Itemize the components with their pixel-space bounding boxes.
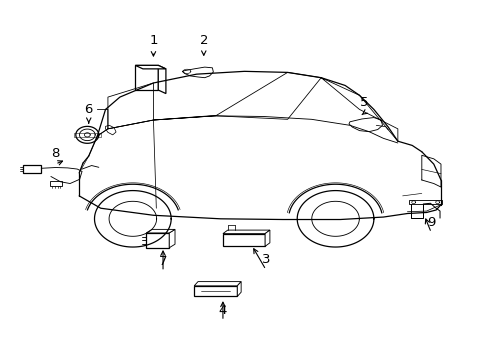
Polygon shape (408, 201, 442, 204)
Polygon shape (182, 67, 213, 78)
Polygon shape (50, 181, 62, 186)
Text: 1: 1 (149, 34, 157, 47)
Polygon shape (223, 234, 264, 246)
Text: 5: 5 (359, 96, 368, 109)
Polygon shape (169, 229, 175, 248)
Text: 9: 9 (427, 216, 435, 229)
Polygon shape (146, 229, 175, 233)
Text: 8: 8 (51, 147, 59, 160)
Text: 7: 7 (159, 255, 167, 267)
Text: 4: 4 (218, 304, 226, 317)
Text: 2: 2 (199, 34, 207, 47)
Polygon shape (223, 230, 269, 234)
Polygon shape (158, 66, 165, 94)
Polygon shape (105, 125, 116, 135)
Polygon shape (194, 286, 237, 296)
Polygon shape (264, 230, 269, 246)
Polygon shape (146, 233, 169, 248)
Polygon shape (135, 66, 158, 90)
Text: 3: 3 (261, 253, 270, 266)
Polygon shape (237, 282, 241, 296)
Polygon shape (348, 118, 382, 132)
Text: 6: 6 (84, 103, 93, 116)
Polygon shape (23, 165, 41, 173)
Polygon shape (194, 282, 241, 286)
Polygon shape (135, 66, 165, 69)
